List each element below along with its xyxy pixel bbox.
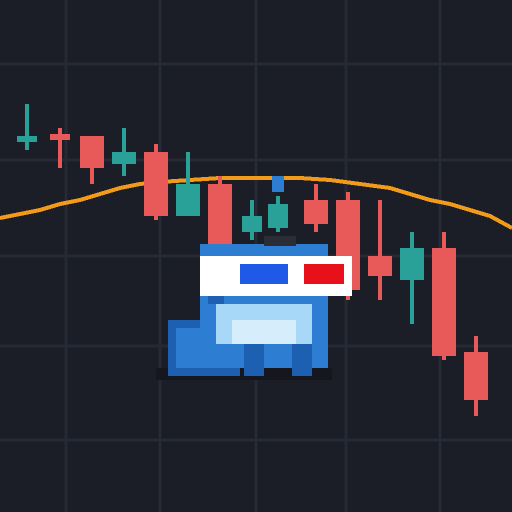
candle-down: [368, 200, 392, 300]
moving-average-line: [0, 176, 512, 230]
frog: [156, 236, 352, 380]
glasses-lens-blue: [240, 264, 288, 284]
frog-belly: [232, 320, 296, 344]
candle-down: [80, 136, 104, 184]
frog-foot: [244, 344, 264, 376]
candle-up: [400, 232, 424, 324]
candle-up: [242, 200, 262, 240]
candle-down: [432, 232, 456, 360]
candle-down: [144, 144, 168, 220]
glasses-lens-red: [304, 264, 344, 284]
candle-down: [304, 184, 328, 232]
candle-up: [176, 152, 200, 216]
candle-down: [464, 336, 488, 416]
candle-up: [268, 176, 288, 232]
frog-foot: [292, 344, 312, 376]
frog-shade: [208, 296, 224, 304]
candle-down: [50, 128, 70, 168]
frog-hat: [264, 236, 296, 246]
candle-up: [17, 104, 37, 150]
candle-up: [112, 128, 136, 176]
